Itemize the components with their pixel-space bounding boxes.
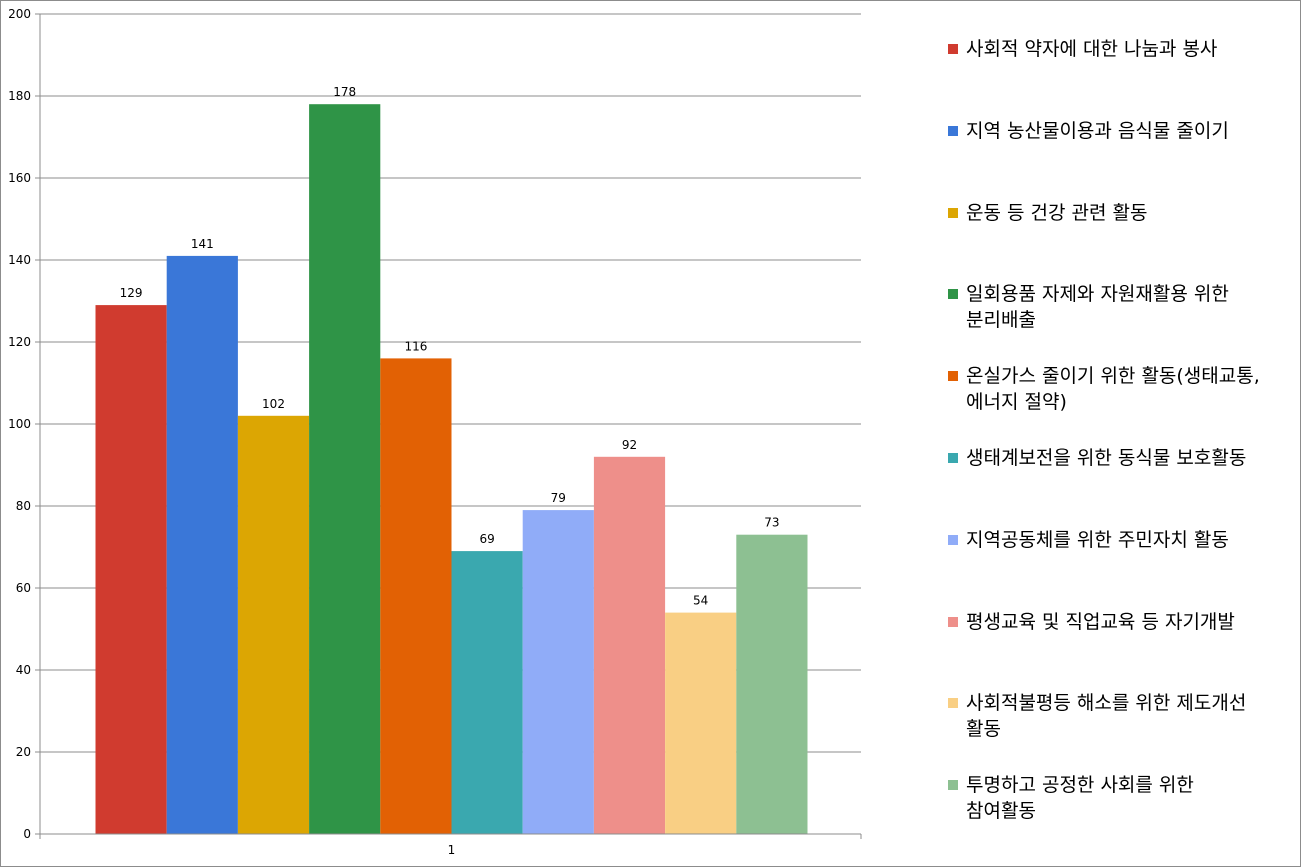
data-label: 73 [764,516,779,530]
legend-label-line: 평생교육 및 직업교육 등 자기개발 [966,610,1235,633]
legend-label: 지역 농산물이용과 음식물 줄이기 [966,118,1229,144]
legend-swatch [948,453,958,463]
data-label: 129 [120,286,143,300]
legend-item: 운동 등 건강 관련 활동 [948,200,1298,226]
bar [522,510,594,834]
y-tick-label: 100 [8,417,31,431]
data-label: 116 [404,339,427,353]
y-tick-label: 180 [8,89,31,103]
y-tick-label: 80 [16,499,31,513]
bar [166,255,238,834]
y-axis: 0 20 40 60 80 100 120 140 160 180 200 [8,7,41,841]
legend-label-line: 지역공동체를 위한 주민자치 활동 [966,528,1229,551]
data-label: 54 [693,594,708,608]
legend-label-line: 지역 농산물이용과 음식물 줄이기 [966,119,1229,142]
legend-swatch [948,289,958,300]
bar [380,358,452,834]
y-tick-label: 60 [16,581,31,595]
bar [237,415,310,834]
legend-label-line: 온실가스 줄이기 위한 활동(생태교통, [966,365,1260,388]
data-label: 141 [191,237,214,251]
y-tick-label: 200 [8,7,31,21]
legend-swatch [948,44,958,54]
legend-label: 평생교육 및 직업교육 등 자기개발 [966,609,1235,635]
legend-item: 지역공동체를 위한 주민자치 활동 [948,527,1298,553]
data-labels: 129 141 102 178 116 69 79 92 54 73 [120,85,780,607]
data-label: 178 [333,85,356,99]
legend-label-line: 일회용품 자제와 자원재활용 위한 [966,283,1229,306]
data-label: 92 [622,438,637,452]
y-tick-label: 0 [23,827,31,841]
legend-swatch [948,371,958,382]
legend-label: 지역공동체를 위한 주민자치 활동 [966,527,1229,553]
legend-label: 운동 등 건강 관련 활동 [966,200,1147,226]
legend-label-line: 에너지 절약) [966,391,1067,414]
legend-label-line: 참여활동 [966,800,1036,823]
bar [309,104,381,834]
data-label: 102 [262,397,285,411]
legend-label: 사회적 약자에 대한 나눔과 봉사 [966,36,1217,62]
legend-swatch [948,780,958,791]
legend-label-line: 활동 [966,718,1001,741]
bar [451,551,523,834]
bar [736,534,808,834]
legend-swatch [948,207,958,218]
legend-label: 온실가스 줄이기 위한 활동(생태교통, 에너지 절약) [966,363,1260,415]
x-axis: 1 [39,833,862,857]
bar [95,305,167,835]
legend-label-line: 투명하고 공정한 사회를 위한 [966,774,1194,797]
legend-label-line: 생태계보전을 위한 동식물 보호활동 [966,447,1247,469]
y-tick-label: 40 [16,663,31,677]
legend-item: 온실가스 줄이기 위한 활동(생태교통, 에너지 절약) [948,363,1298,415]
data-label: 79 [551,491,566,505]
legend-swatch [948,125,958,136]
legend-swatch [948,534,958,545]
y-tick-label: 160 [8,171,31,185]
legend-label-line: 사회적 약자에 대한 나눔과 봉사 [966,38,1218,60]
legend-item: 평생교육 및 직업교육 등 자기개발 [948,609,1298,635]
bar [593,456,666,834]
legend-item: 지역 농산물이용과 음식물 줄이기 [948,118,1298,144]
legend-swatch [948,616,958,627]
y-tick-label: 20 [16,745,31,759]
legend-item: 사회적 약자에 대한 나눔과 봉사 [948,36,1298,62]
legend-label: 생태계보전을 위한 동식물 보호활동 [966,445,1246,471]
data-label: 69 [479,532,494,546]
legend-swatch [948,698,958,709]
bars [95,104,808,835]
legend-label-line: 분리배출 [966,309,1036,332]
legend-label-line: 사회적불평등 해소를 위한 제도개선 [966,692,1247,715]
x-tick-label: 1 [448,843,456,857]
y-tick-label: 140 [8,253,31,267]
y-tick-label: 120 [8,335,31,349]
legend-item: 생태계보전을 위한 동식물 보호활동 [948,445,1298,471]
bar [665,612,737,834]
legend-label-line: 운동 등 건강 관련 활동 [966,201,1148,224]
